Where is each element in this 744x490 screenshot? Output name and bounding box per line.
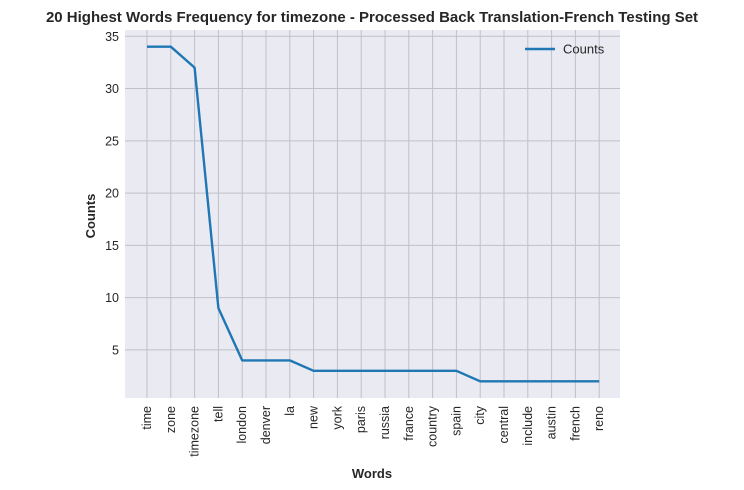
x-tick-label: la	[283, 406, 297, 416]
x-tick-label: time	[140, 406, 154, 430]
x-tick-label: france	[402, 406, 416, 441]
grid-lines	[125, 30, 620, 398]
chart-title: 20 Highest Words Frequency for timezone …	[46, 9, 698, 26]
x-tick-label: timezone	[188, 406, 202, 457]
x-tick-label: paris	[354, 406, 368, 433]
x-tick-label: tell	[211, 406, 225, 422]
y-tick-label: 20	[105, 187, 119, 201]
y-tick-label: 35	[105, 30, 119, 44]
plot-area	[125, 30, 620, 398]
y-tick-label: 30	[105, 82, 119, 96]
series-lines	[147, 45, 600, 383]
x-tick-label: zone	[164, 406, 178, 433]
x-tick-label: include	[521, 406, 535, 446]
x-tick-label: city	[473, 405, 487, 425]
x-tick-label: central	[497, 406, 511, 444]
series-line	[147, 45, 600, 383]
legend-label: Counts	[563, 42, 605, 57]
legend: Counts	[525, 42, 605, 57]
x-tick-label: spain	[449, 406, 463, 436]
x-tick-label: french	[568, 406, 582, 441]
x-tick-label: london	[235, 406, 249, 444]
y-tick-label: 10	[105, 291, 119, 305]
x-axis-label: Words	[352, 466, 392, 481]
x-tick-label: new	[307, 405, 321, 429]
x-tick-label: york	[330, 405, 344, 429]
x-tick-label: russia	[378, 406, 392, 439]
x-tick-labels: time zone timezone tell london denver la new yor…	[140, 405, 606, 457]
y-axis-label: Counts	[83, 194, 98, 239]
x-tick-label: denver	[259, 406, 273, 444]
y-tick-labels: 5 10 15 20 25 30 35	[105, 30, 119, 358]
y-tick-label: 5	[112, 343, 119, 357]
x-tick-label: country	[426, 405, 440, 447]
x-tick-label: reno	[592, 406, 606, 431]
x-tick-label: austin	[545, 406, 559, 439]
y-tick-label: 25	[105, 134, 119, 148]
y-tick-label: 15	[105, 239, 119, 253]
